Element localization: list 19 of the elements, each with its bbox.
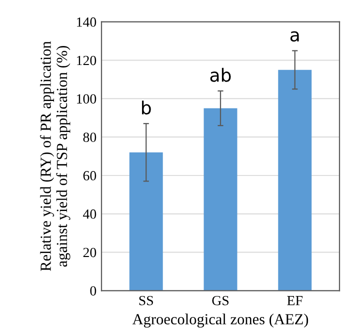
x-tick-label: EF bbox=[287, 296, 302, 306]
y-tick-label: 20 bbox=[83, 248, 96, 258]
y-axis-title: Relative yield (RY) of PR application against yield of TSP application (%) bbox=[40, 41, 70, 271]
bar bbox=[204, 108, 238, 291]
annotation: ab bbox=[210, 68, 231, 82]
x-tick-label: SS bbox=[139, 296, 153, 306]
bar bbox=[278, 70, 312, 291]
y-tick-label: 140 bbox=[77, 17, 96, 27]
annotation: a bbox=[290, 31, 299, 42]
x-axis-title: Agroecological zones (AEZ) bbox=[132, 314, 308, 328]
x-tick-label: GS bbox=[212, 296, 229, 306]
y-tick-label: 60 bbox=[83, 171, 96, 180]
bar bbox=[129, 152, 163, 291]
y-tick-label: 120 bbox=[77, 56, 96, 66]
y-tick-label: 100 bbox=[77, 94, 96, 104]
y-tick-label: 0 bbox=[90, 286, 96, 296]
annotation: b bbox=[142, 100, 151, 115]
y-tick-label: 80 bbox=[83, 132, 96, 142]
y-tick-label: 40 bbox=[83, 209, 96, 219]
